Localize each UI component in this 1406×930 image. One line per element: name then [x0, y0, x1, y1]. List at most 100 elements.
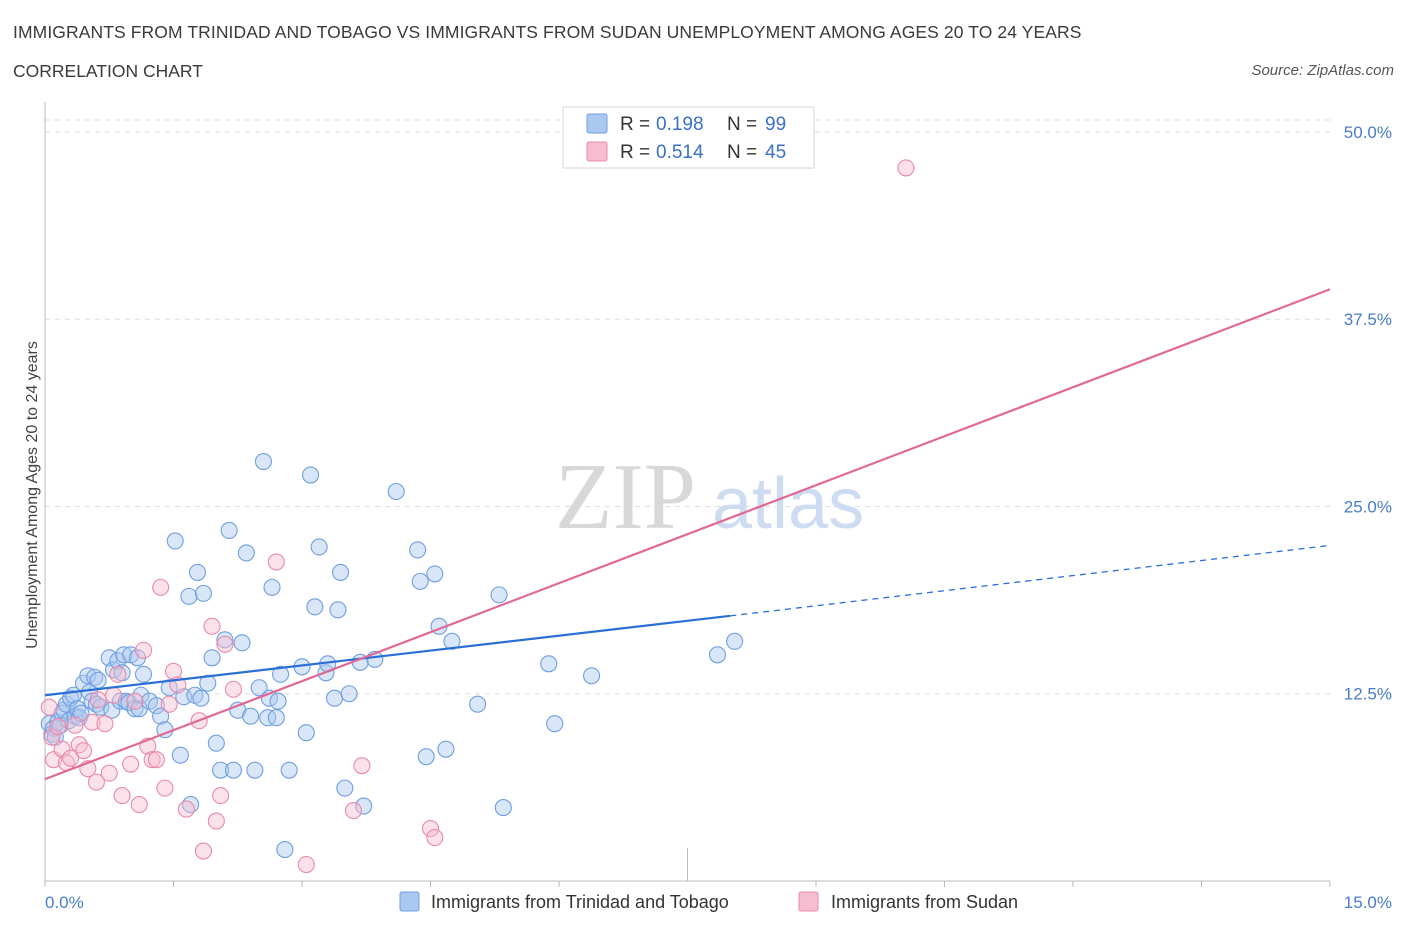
legend-r-value-blue: 0.198 — [656, 114, 704, 135]
point-trinidad-tobago — [310, 538, 328, 556]
legend-r-label-blue: R = — [620, 114, 655, 135]
point-trinidad-tobago — [583, 667, 601, 685]
correlation-legend: R = 0.198 N = 99 R = 0.514 N = 45 — [562, 106, 815, 169]
point-trinidad-tobago — [188, 563, 207, 581]
point-trinidad-tobago — [417, 748, 435, 766]
point-sudan — [87, 773, 105, 791]
point-sudan — [194, 842, 213, 860]
point-sudan — [43, 728, 61, 746]
point-sudan — [297, 855, 315, 874]
trendline-trinidad-tobago — [44, 614, 731, 697]
series-legend-label-pink: Immigrants from Sudan — [831, 892, 1018, 912]
trendline-sudan — [44, 288, 1331, 781]
legend-n-value-blue: 99 — [765, 114, 786, 135]
point-sudan — [156, 779, 174, 797]
point-sudan — [83, 713, 101, 731]
series-sudan-points — [40, 159, 915, 874]
point-sudan — [177, 800, 195, 818]
point-trinidad-tobago — [409, 541, 427, 559]
point-trinidad-tobago — [355, 797, 373, 815]
point-sudan — [212, 787, 230, 805]
point-sudan — [143, 751, 161, 769]
point-sudan — [49, 718, 67, 736]
point-trinidad-tobago — [276, 840, 294, 859]
point-sudan — [53, 740, 71, 758]
point-trinidad-tobago — [469, 695, 487, 713]
point-trinidad-tobago — [267, 709, 285, 727]
legend-n-value-pink: 45 — [765, 142, 786, 163]
point-trinidad-tobago — [426, 565, 444, 583]
point-sudan — [113, 787, 131, 805]
axes — [44, 102, 1331, 887]
point-trinidad-tobago — [540, 655, 558, 673]
point-trinidad-tobago — [329, 601, 347, 619]
point-sudan — [421, 820, 440, 838]
tick-labels: 12.5% 25.0% 37.5% 50.0% 0.0% 15.0% — [45, 123, 1392, 912]
point-trinidad-tobago — [199, 674, 217, 692]
point-trinidad-tobago — [259, 709, 277, 727]
chart-subtitle: CORRELATION CHART — [13, 61, 203, 81]
point-trinidad-tobago — [411, 572, 429, 590]
point-trinidad-tobago — [233, 634, 251, 652]
point-sudan — [152, 578, 170, 596]
point-trinidad-tobago — [171, 746, 189, 764]
trendline-trinidad-tobago-extension — [730, 544, 1331, 617]
point-sudan — [216, 635, 234, 653]
point-trinidad-tobago — [207, 734, 225, 752]
point-trinidad-tobago — [280, 761, 298, 779]
legend-n-label-blue: N = — [727, 114, 762, 135]
legend-swatch-blue — [586, 113, 608, 134]
point-trinidad-tobago — [246, 761, 264, 779]
point-sudan — [160, 695, 178, 713]
point-trinidad-tobago — [546, 715, 564, 733]
point-sudan — [130, 796, 148, 814]
legend-swatch-pink — [586, 141, 608, 162]
point-trinidad-tobago — [387, 482, 405, 501]
point-trinidad-tobago — [326, 689, 344, 707]
trend-lines — [44, 288, 1331, 781]
watermark-zip: ZIP — [555, 445, 696, 549]
series-legend-swatch-pink — [798, 891, 819, 912]
source-credit: Source: ZipAtlas.com — [1251, 62, 1394, 79]
point-sudan — [62, 749, 80, 767]
point-sudan — [897, 159, 915, 177]
y-tick-label: 12.5% — [1344, 685, 1392, 704]
point-trinidad-tobago — [79, 667, 97, 685]
point-sudan — [207, 812, 225, 830]
series-legend: Immigrants from Trinidad and Tobago Immi… — [399, 891, 1018, 912]
series-legend-swatch-blue — [399, 891, 420, 912]
point-trinidad-tobago — [212, 761, 230, 779]
y-tick-label: 37.5% — [1344, 310, 1392, 329]
point-sudan — [66, 716, 84, 734]
point-trinidad-tobago — [147, 697, 165, 715]
legend-r-label-pink: R = — [620, 142, 655, 163]
point-sudan — [100, 764, 118, 782]
chart-title: IMMIGRANTS FROM TRINIDAD AND TOBAGO VS I… — [13, 22, 1082, 42]
point-sudan — [203, 617, 221, 635]
point-trinidad-tobago — [220, 521, 238, 540]
point-trinidad-tobago — [269, 692, 287, 710]
legend-r-value-pink: 0.514 — [656, 142, 704, 163]
point-sudan — [126, 692, 144, 710]
point-sudan — [104, 686, 123, 704]
point-sudan — [426, 829, 444, 847]
point-trinidad-tobago — [336, 779, 354, 797]
point-trinidad-tobago — [152, 707, 170, 725]
point-trinidad-tobago — [302, 466, 320, 484]
point-trinidad-tobago — [103, 701, 121, 719]
point-trinidad-tobago — [331, 563, 350, 581]
point-sudan — [344, 802, 362, 820]
point-trinidad-tobago — [166, 532, 184, 550]
point-trinidad-tobago — [708, 646, 727, 664]
point-trinidad-tobago — [203, 649, 221, 667]
point-trinidad-tobago — [180, 587, 198, 605]
point-trinidad-tobago — [250, 679, 268, 697]
point-trinidad-tobago — [89, 671, 107, 689]
point-trinidad-tobago — [494, 799, 512, 817]
point-sudan — [122, 755, 140, 773]
point-trinidad-tobago — [115, 646, 133, 664]
y-axis-label: Unemployment Among Ages 20 to 24 years — [24, 341, 41, 649]
point-trinidad-tobago — [134, 665, 153, 683]
point-trinidad-tobago — [340, 685, 358, 703]
y-tick-label: 25.0% — [1344, 497, 1392, 516]
